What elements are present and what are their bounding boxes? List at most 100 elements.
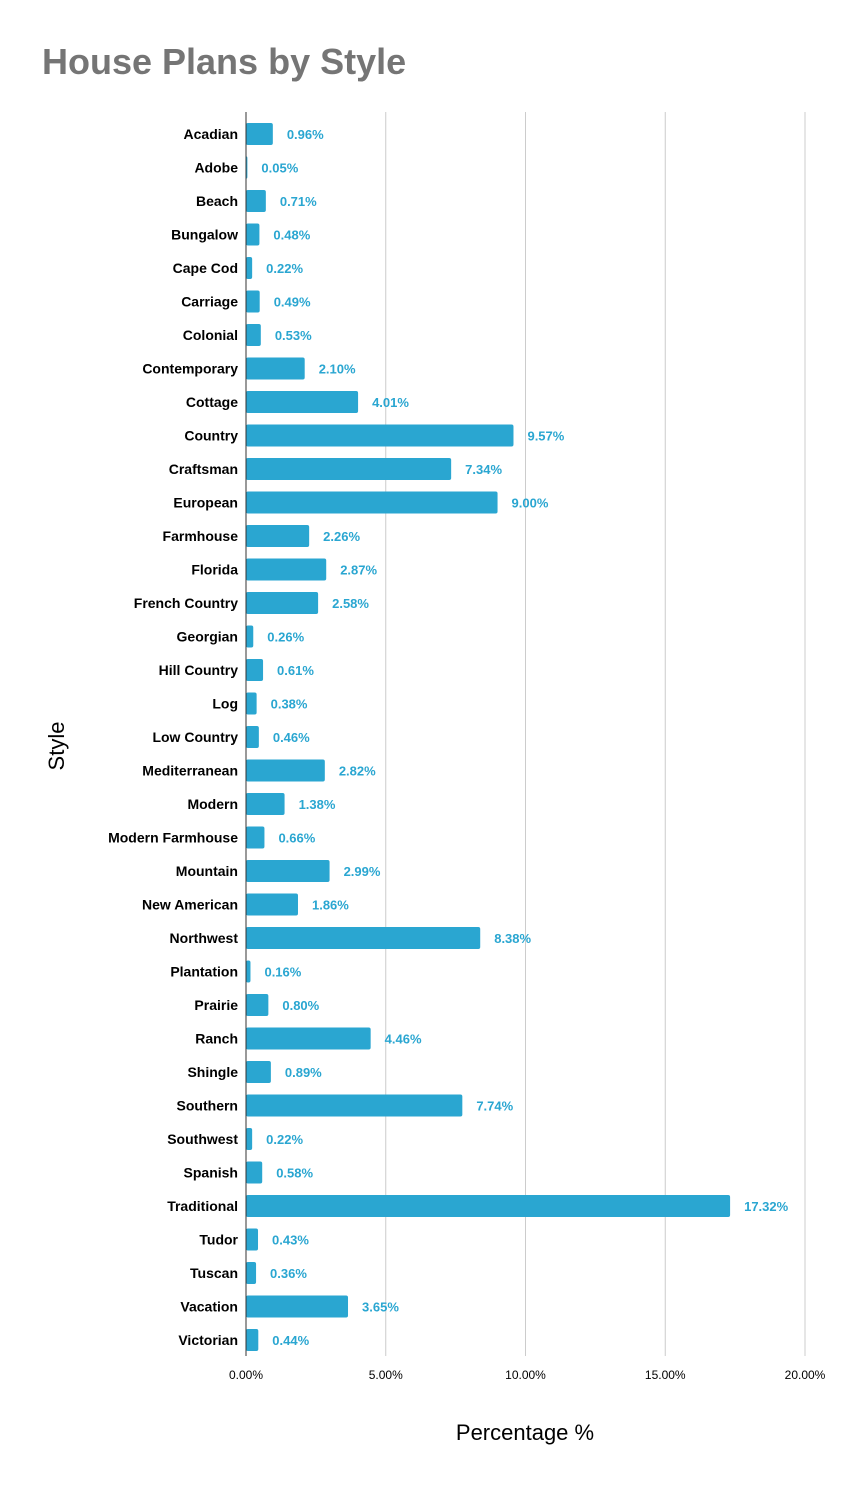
category-label: Spanish <box>184 1165 238 1181</box>
bar-european <box>246 491 498 514</box>
category-label: Tudor <box>199 1232 238 1248</box>
data-label: 7.34% <box>465 462 502 477</box>
category-label: Low Country <box>152 729 238 745</box>
category-label: Beach <box>196 193 238 209</box>
category-label: Ranch <box>195 1031 238 1047</box>
category-label: New American <box>142 897 238 913</box>
category-label: Contemporary <box>142 361 238 377</box>
bar-hill-country <box>246 659 264 681</box>
bar-french-country <box>246 592 319 614</box>
data-label: 0.49% <box>274 295 311 310</box>
gridlines <box>385 112 806 1356</box>
data-label: 2.99% <box>344 864 381 879</box>
data-labels: 0.96% 0.05% 0.71% 0.48% 0.22% 0.49% 0.53% 2.10%… <box>261 127 788 1348</box>
bar-mediterranean <box>246 759 325 782</box>
bar-southern <box>246 1094 463 1117</box>
x-tick-label: 5.00% <box>369 1368 403 1382</box>
category-label: Craftsman <box>169 461 238 477</box>
bars <box>246 123 731 1351</box>
bar-contemporary <box>246 357 305 380</box>
data-label: 0.22% <box>266 261 303 276</box>
data-label: 4.01% <box>372 395 409 410</box>
bar-southwest <box>246 1128 253 1150</box>
category-label: Prairie <box>194 997 238 1013</box>
category-label: French Country <box>134 595 238 611</box>
data-label: 9.00% <box>512 496 549 511</box>
bar-log <box>246 692 257 715</box>
bar-prairie <box>246 994 269 1016</box>
bar-ranch <box>246 1027 371 1050</box>
bar-cape-cod <box>246 257 253 279</box>
bar-carriage <box>246 290 260 313</box>
x-tick-label: 10.00% <box>505 1368 546 1382</box>
bar-tudor <box>246 1228 259 1251</box>
data-label: 1.38% <box>299 797 336 812</box>
category-label: Mediterranean <box>142 763 238 779</box>
data-label: 3.65% <box>362 1300 399 1315</box>
category-label: Bungalow <box>171 227 238 243</box>
data-label: 17.32% <box>744 1199 789 1214</box>
x-tick-label: 15.00% <box>645 1368 686 1382</box>
data-label: 0.22% <box>266 1132 303 1147</box>
x-tick-label: 0.00% <box>229 1368 263 1382</box>
category-label: European <box>173 495 238 511</box>
bar-modern <box>246 793 285 815</box>
data-label: 0.38% <box>271 697 308 712</box>
data-label: 2.26% <box>323 529 360 544</box>
category-label: Modern <box>187 796 238 812</box>
category-label: Cottage <box>186 394 238 410</box>
category-label: Farmhouse <box>163 528 239 544</box>
bar-northwest <box>246 927 481 949</box>
bar-florida <box>246 558 327 581</box>
data-label: 0.66% <box>278 831 315 846</box>
data-label: 2.58% <box>332 596 369 611</box>
category-labels: Acadian Adobe Beach Bungalow Cape Cod Carriag… <box>108 126 238 1348</box>
data-label: 0.71% <box>280 194 317 209</box>
bar-bungalow <box>246 223 260 246</box>
category-label: Plantation <box>170 964 238 980</box>
category-label: Acadian <box>184 126 238 142</box>
category-label: Mountain <box>176 863 238 879</box>
data-label: 0.05% <box>261 161 298 176</box>
category-label: Modern Farmhouse <box>108 830 238 846</box>
category-label: Florida <box>191 562 238 578</box>
data-label: 0.16% <box>264 965 301 980</box>
data-label: 1.86% <box>312 898 349 913</box>
data-label: 0.36% <box>270 1266 307 1281</box>
bar-low-country <box>246 726 259 748</box>
data-label: 0.96% <box>287 127 324 142</box>
category-label: Hill Country <box>159 662 239 678</box>
bar-farmhouse <box>246 525 310 547</box>
category-label: Carriage <box>181 294 238 310</box>
data-label: 0.61% <box>277 663 314 678</box>
data-label: 0.43% <box>272 1233 309 1248</box>
data-label: 7.74% <box>476 1099 513 1114</box>
bar-new-american <box>246 893 298 916</box>
data-label: 2.82% <box>339 764 376 779</box>
bar-acadian <box>246 123 273 145</box>
category-label: Vacation <box>180 1299 238 1315</box>
bar-traditional <box>246 1195 731 1217</box>
data-label: 0.58% <box>276 1166 313 1181</box>
category-label: Victorian <box>178 1332 238 1348</box>
data-label: 9.57% <box>527 429 564 444</box>
bar-spanish <box>246 1161 263 1184</box>
bar-vacation <box>246 1295 349 1318</box>
data-label: 0.44% <box>272 1333 309 1348</box>
category-label: Cape Cod <box>173 260 238 276</box>
bar-cottage <box>246 391 359 413</box>
category-label: Southern <box>177 1098 238 1114</box>
data-label: 0.89% <box>285 1065 322 1080</box>
data-label: 0.53% <box>275 328 312 343</box>
bar-georgian <box>246 625 254 648</box>
bar-mountain <box>246 860 330 882</box>
bar-beach <box>246 190 266 212</box>
x-tick-label: 20.00% <box>785 1368 826 1382</box>
bar-craftsman <box>246 458 452 480</box>
bar-plantation <box>246 960 251 983</box>
y-axis-title: Style <box>44 722 69 771</box>
category-label: Southwest <box>167 1131 238 1147</box>
category-label: Adobe <box>194 160 238 176</box>
data-label: 2.10% <box>319 362 356 377</box>
